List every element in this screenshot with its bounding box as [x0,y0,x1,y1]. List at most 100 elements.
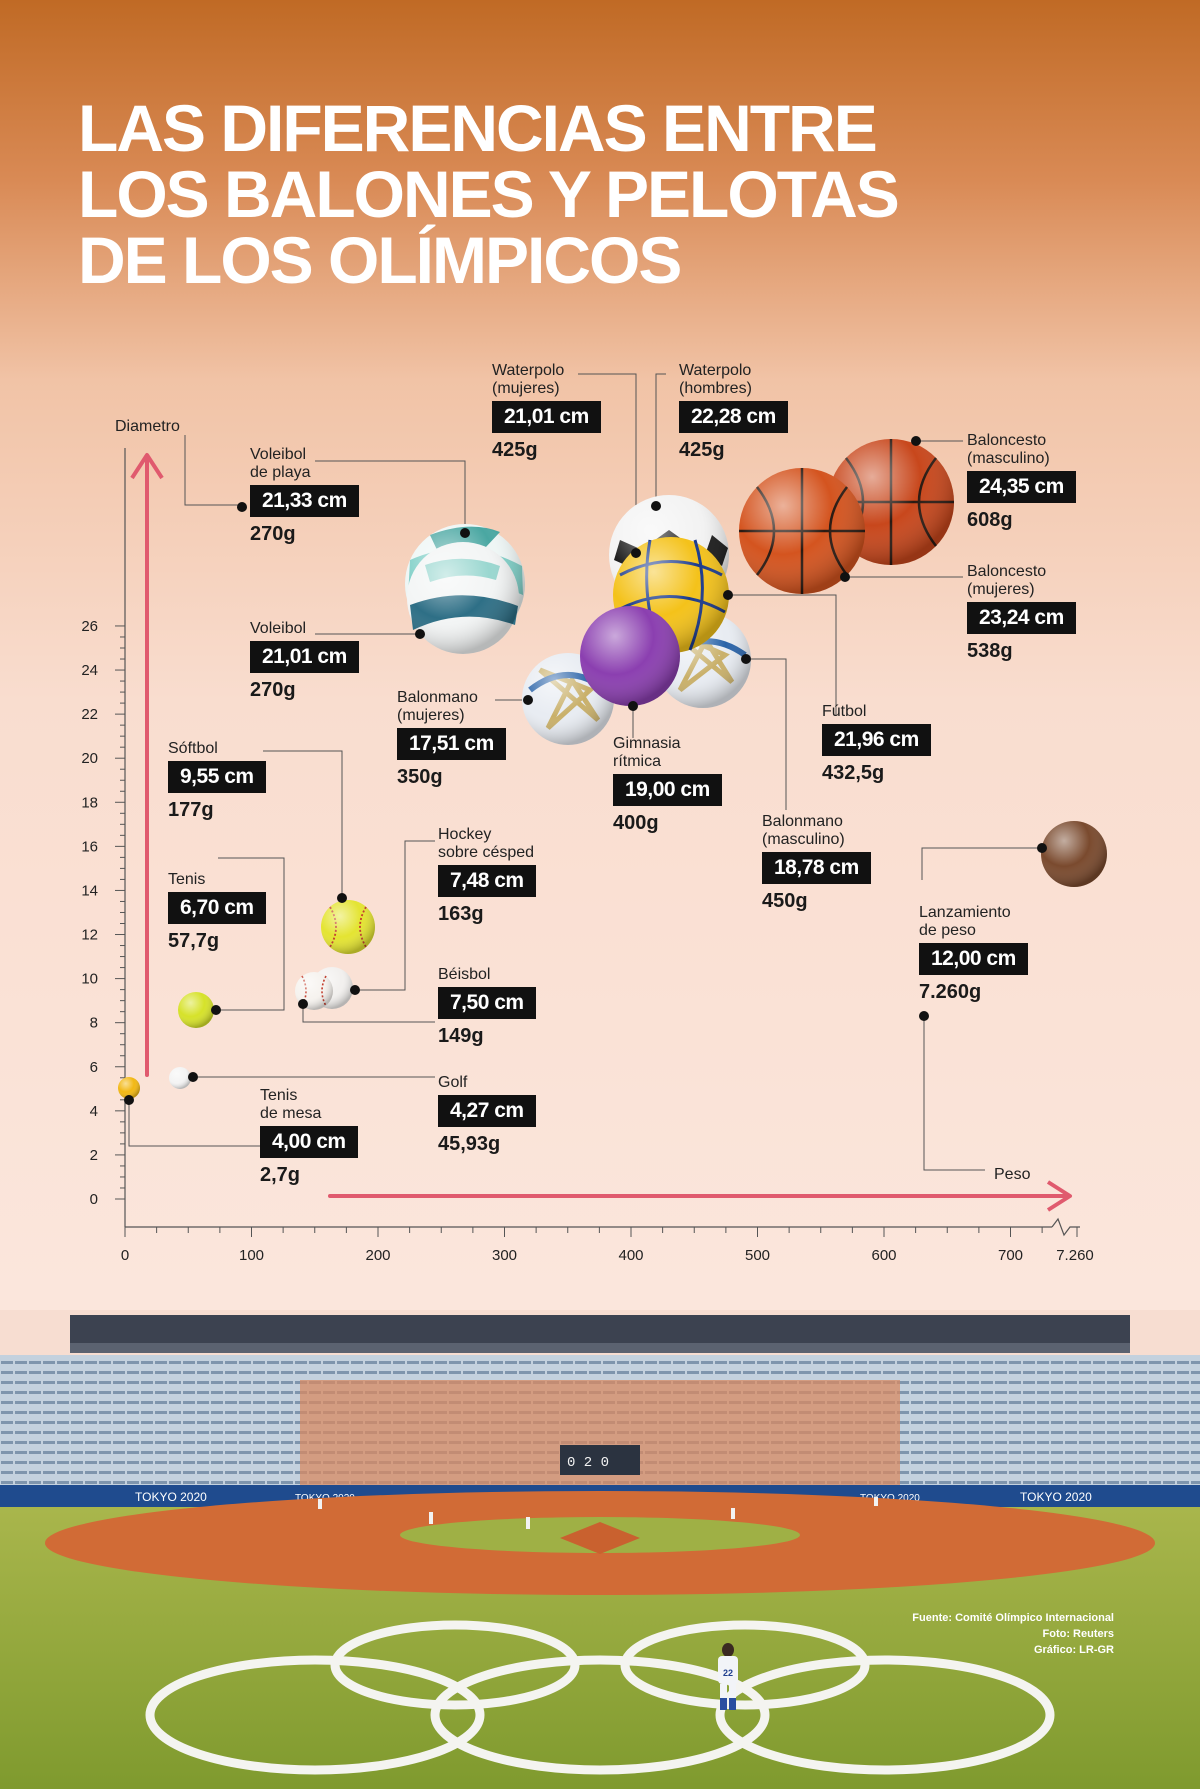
name-line-1: Béisbol [438,966,491,983]
dot-baloncesto-mujeres [840,572,850,582]
volleyball-ball [407,542,519,654]
label-futbol: Fútbol 21,96 cm 432,5g [822,703,931,785]
label-lanzamiento: Lanzamiento de peso 12,00 cm 7.260g [919,904,1028,1004]
name-line-1: Tenis [168,871,206,888]
diameter-box: 23,24 cm [967,602,1076,634]
dot-tenis-mesa [124,1095,134,1105]
weight-text: 538g [967,640,1013,662]
leader-beisbol [302,1004,435,1023]
dot-golf [188,1072,198,1082]
diameter-box: 7,50 cm [438,987,536,1019]
jersey-number: 22 [723,1668,733,1678]
name-line-2: de mesa [260,1105,322,1122]
name-line-2: de playa [250,464,311,481]
diameter-box: 19,00 cm [613,774,722,806]
title-line-3: DE LOS OLÍMPICOS [78,223,682,297]
label-balonmano-mujeres: Balonmano (mujeres) 17,51 cm 350g [397,689,506,789]
source-credits: Fuente: Comité Olímpico Internacional Fo… [912,1610,1114,1658]
name-line-2: (masculino) [762,831,845,848]
diameter-box: 7,48 cm [438,865,536,897]
label-golf: Golf 4,27 cm 45,93g [438,1074,536,1156]
name-line-2: rítmica [613,753,661,770]
y-axis-title: Diametro [115,418,180,435]
y-tick-label: 2 [90,1147,98,1164]
name-line-1: Voleibol [250,446,307,463]
label-hockey: Hockey sobre césped 7,48 cm 163g [438,826,536,926]
label-waterpolo-hombres: Waterpolo (hombres) 22,28 cm 425g [679,362,788,462]
name-line-1: Voleibol [250,620,307,637]
label-voleibol-playa: Voleibol de playa 21,33 cm 270g [250,446,359,546]
weight-text: 45,93g [438,1133,501,1155]
label-tenis-mesa: Tenis de mesa 4,00 cm 2,7g [260,1087,358,1187]
dot-beisbol [298,999,308,1009]
diameter-box: 4,00 cm [260,1126,358,1158]
weight-text: 350g [397,766,443,788]
label-beisbol: Béisbol 7,50 cm 149g [438,966,536,1048]
weight-text: 270g [250,523,296,545]
shot-put-ball [1041,821,1107,887]
source-line-2: Foto: Reuters [1042,1628,1115,1640]
diameter-box: 12,00 cm [919,943,1028,975]
y-tick-label: 22 [81,706,98,723]
stadium-photo: 0 2 0 TOKYO 2020 TOKYO 2020 TOKYO 2020 T… [0,1310,1200,1789]
name-line-2: (hombres) [679,380,752,397]
weight-text: 425g [679,439,725,461]
leader-voleibol-playa [315,460,466,533]
diameter-box: 4,27 cm [438,1095,536,1127]
leader-softbol [263,750,343,898]
y-tick-label: 14 [81,882,98,899]
y-tick-label: 24 [81,662,98,679]
name-line-2: sobre césped [438,844,535,861]
dot-lanzamiento-bottom [919,1011,929,1021]
y-tick-label: 4 [90,1103,98,1120]
leader-lanzamiento-top [921,847,1042,880]
weight-text: 2,7g [260,1164,301,1186]
y-tick-label: 26 [81,618,98,635]
x-tick-label-break: 7.260 [1056,1247,1094,1264]
dot-balonmano-mujeres [523,695,533,705]
dot-gimnasia [628,701,638,711]
x-tick-label: 100 [239,1247,264,1264]
diameter-arrow-head [130,453,164,480]
label-voleibol: Voleibol 21,01 cm 270g [250,620,359,702]
x-tick-label: 700 [998,1247,1023,1264]
name-line-1: Golf [438,1074,468,1091]
diameter-box: 24,35 cm [967,471,1076,503]
dot-diametro [237,502,247,512]
y-tick-label: 16 [81,838,98,855]
weight-text: 7.260g [919,981,982,1003]
name-line-1: Lanzamiento [919,904,1011,921]
leader-balonmano-masculino [746,658,787,810]
tennis-ball [178,992,214,1028]
x-tick-label: 300 [492,1247,517,1264]
name-line-1: Baloncesto [967,432,1047,449]
weight-text: 425g [492,439,538,461]
y-tick-label: 6 [90,1059,98,1076]
name-line-1: Balonmano [762,813,843,830]
name-line-2: de peso [919,922,976,939]
weight-text: 57,7g [168,930,220,952]
x-tick-label: 600 [871,1247,896,1264]
dot-balonmano-masculino [741,654,751,664]
weight-text: 400g [613,812,659,834]
x-tick-label: 500 [745,1247,770,1264]
diameter-box: 6,70 cm [168,892,266,924]
name-line-1: Waterpolo [679,362,752,379]
leader-hockey [355,840,435,991]
diameter-box: 9,55 cm [168,761,266,793]
title-line-2: LOS BALONES Y PELOTAS [78,157,900,231]
banner-text-right: TOKYO 2020 [860,1493,920,1504]
diameter-box: 21,33 cm [250,485,359,517]
weight-text: 432,5g [822,762,885,784]
axis-arrows [130,453,1072,1212]
leader-tenis-mesa [128,1100,260,1147]
golf-ball [169,1067,191,1089]
dot-waterpolo-hombres [651,501,661,511]
y-tick-label: 8 [90,1015,98,1032]
source-line-1: Fuente: Comité Olímpico Internacional [912,1612,1114,1624]
label-tenis: Tenis 6,70 cm 57,7g [168,871,266,953]
weight-text: 450g [762,890,808,912]
leader-dots [124,436,1047,1105]
page-title: LAS DIFERENCIAS ENTRE LOS BALONES Y PELO… [78,95,900,297]
y-tick-label: 18 [81,794,98,811]
